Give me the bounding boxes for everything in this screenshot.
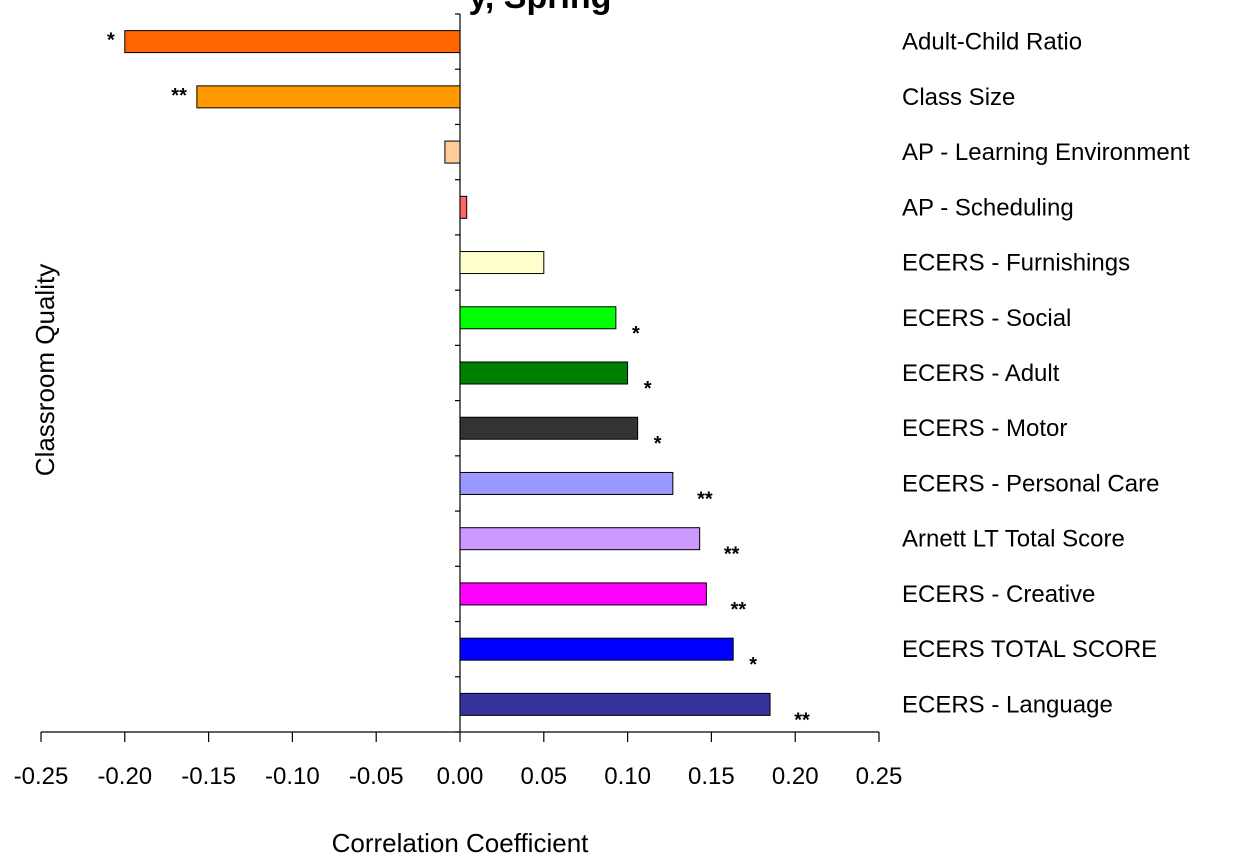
x-tick-label: -0.10 — [265, 763, 320, 790]
category-label: ECERS - Personal Care — [902, 470, 1159, 497]
chart-title: y, Spring — [469, 0, 612, 16]
significance-mark: * — [632, 323, 640, 345]
significance-mark: ** — [731, 599, 747, 621]
x-axis-title: Correlation Coefficient — [332, 828, 590, 858]
significance-mark: ** — [171, 85, 187, 107]
significance-mark: ** — [794, 709, 810, 731]
category-label: ECERS - Creative — [902, 581, 1095, 608]
x-tick-label: -0.20 — [97, 763, 152, 790]
bar — [124, 30, 461, 54]
x-tick-label: 0.05 — [520, 763, 567, 790]
x-tick-label: 0.00 — [437, 763, 484, 790]
significance-mark: * — [107, 30, 115, 52]
category-label: Class Size — [902, 84, 1015, 111]
x-tick-label: -0.15 — [181, 763, 236, 790]
bar — [459, 527, 701, 551]
significance-mark: ** — [724, 544, 740, 566]
bar — [196, 85, 461, 109]
x-tick-label: 0.15 — [688, 763, 735, 790]
category-label: Arnett LT Total Score — [902, 526, 1125, 553]
bar — [459, 306, 617, 330]
bar — [459, 637, 734, 661]
category-label: ECERS TOTAL SCORE — [902, 636, 1157, 663]
category-label: AP - Learning Environment — [902, 139, 1190, 166]
bar — [459, 416, 639, 440]
category-label: AP - Scheduling — [902, 194, 1074, 221]
plot-area: -0.25 -0.20 -0.15 -0.10 -0.05 0.00 0.05 0.10 0.1… — [14, 13, 1190, 790]
significance-mark: * — [654, 433, 662, 455]
bar — [459, 692, 771, 716]
x-tick-label: 0.20 — [772, 763, 819, 790]
significance-mark: * — [749, 654, 757, 676]
x-tick-label: 0.10 — [604, 763, 651, 790]
category-label: ECERS - Language — [902, 691, 1113, 718]
bar — [459, 195, 468, 219]
bar — [459, 471, 674, 495]
x-tick-label: -0.25 — [14, 763, 69, 790]
x-tick-label: -0.05 — [349, 763, 404, 790]
bar — [459, 582, 707, 606]
bar — [459, 361, 629, 385]
y-axis-title: Classroom Quality — [30, 264, 60, 476]
significance-mark: ** — [697, 488, 713, 510]
x-tick-label: 0.25 — [856, 763, 903, 790]
category-label: Adult-Child Ratio — [902, 29, 1082, 56]
bar — [444, 140, 461, 164]
category-label: ECERS - Adult — [902, 360, 1060, 387]
category-label: ECERS - Furnishings — [902, 250, 1130, 277]
category-label: ECERS - Motor — [902, 415, 1067, 442]
significance-mark: * — [644, 378, 652, 400]
bar — [459, 251, 545, 275]
category-label: ECERS - Social — [902, 305, 1071, 332]
